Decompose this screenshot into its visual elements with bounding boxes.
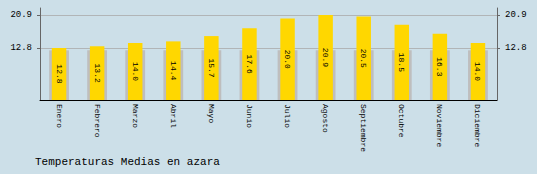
svg-text:Agosto: Agosto: [321, 104, 330, 133]
svg-text:14.0: 14.0: [131, 62, 140, 81]
svg-text:Abril: Abril: [169, 104, 178, 128]
svg-text:Enero: Enero: [55, 104, 64, 128]
svg-text:Febrero: Febrero: [93, 104, 102, 138]
svg-text:Marzo: Marzo: [131, 104, 140, 128]
svg-text:Noviembre: Noviembre: [435, 104, 444, 147]
svg-text:20.5: 20.5: [359, 49, 368, 68]
svg-text:12.8: 12.8: [505, 43, 527, 53]
svg-text:Mayo: Mayo: [207, 104, 216, 123]
svg-text:20.0: 20.0: [283, 50, 292, 69]
svg-text:20.9: 20.9: [10, 10, 32, 20]
svg-text:Julio: Julio: [283, 104, 292, 128]
svg-text:17.6: 17.6: [245, 55, 254, 74]
svg-text:12.8: 12.8: [55, 64, 64, 83]
svg-text:13.2: 13.2: [93, 64, 102, 83]
svg-text:Temperaturas Medias en azara: Temperaturas Medias en azara: [35, 156, 220, 168]
svg-text:14.4: 14.4: [169, 61, 178, 80]
svg-text:12.8: 12.8: [10, 43, 32, 53]
svg-text:Octubre: Octubre: [397, 104, 406, 138]
svg-text:Junio: Junio: [245, 104, 254, 128]
svg-text:20.9: 20.9: [505, 10, 527, 20]
svg-text:20.9: 20.9: [321, 48, 330, 67]
svg-text:16.3: 16.3: [435, 57, 444, 76]
svg-text:15.7: 15.7: [207, 58, 216, 77]
svg-text:Diciembre: Diciembre: [473, 104, 482, 147]
svg-text:Septiembre: Septiembre: [359, 104, 368, 152]
svg-text:18.5: 18.5: [397, 53, 406, 72]
svg-text:14.0: 14.0: [473, 62, 482, 81]
